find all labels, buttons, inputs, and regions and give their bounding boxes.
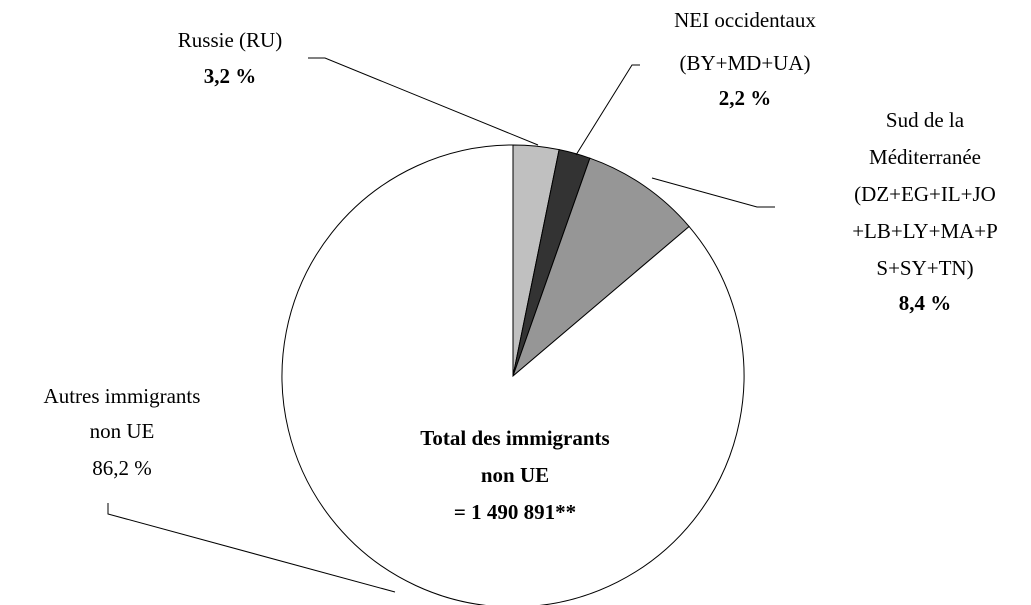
pie-slice (281, 144, 745, 605)
leader-line (107, 503, 396, 593)
annotation: = 1 490 891** (454, 500, 576, 524)
slice-label: non UE (90, 419, 155, 443)
value-label: 8,4 % (899, 291, 952, 315)
slice-label: (DZ+EG+IL+JO (854, 182, 996, 206)
slice-label: Sud de la (886, 108, 965, 132)
leader-line (575, 64, 640, 156)
annotation: non UE (481, 463, 549, 487)
slice-label: +LB+LY+MA+P (852, 219, 998, 243)
pie-slice (511, 157, 690, 378)
slice-label: NEI occidentaux (674, 8, 816, 32)
value-label: 3,2 % (204, 64, 257, 88)
slice-label: Autres immigrants (44, 384, 201, 408)
leader-line (651, 177, 775, 208)
annotation: Total des immigrants (420, 426, 609, 450)
value-label: 86,2 % (92, 456, 152, 480)
value-label: 2,2 % (719, 86, 772, 110)
slice-label: Méditerranée (869, 145, 981, 169)
slice-label: (BY+MD+UA) (679, 51, 810, 75)
leader-line (308, 57, 539, 146)
slice-label: S+SY+TN) (876, 256, 973, 280)
slice-label: Russie (RU) (178, 28, 282, 52)
